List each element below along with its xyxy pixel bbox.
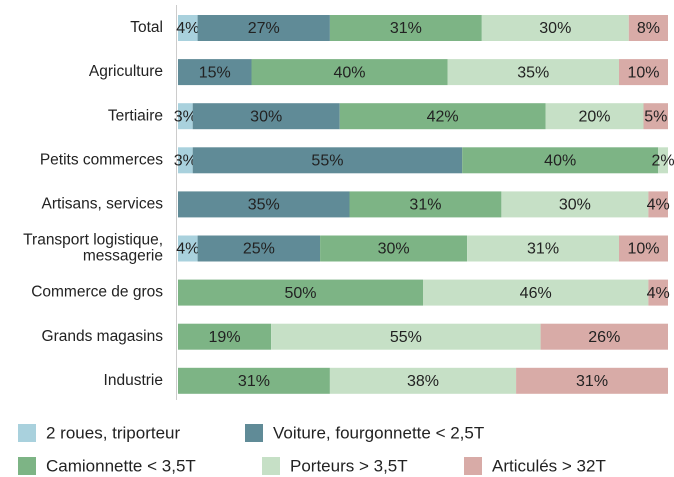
data-label: 4%: [176, 20, 199, 37]
data-label: 31%: [576, 373, 608, 390]
category-label: Agriculture: [89, 63, 163, 80]
data-label: 26%: [588, 329, 620, 346]
legend-swatch: [464, 457, 482, 475]
data-label: 3%: [174, 153, 197, 170]
bar-segment: [178, 103, 193, 130]
legend-swatch: [18, 457, 36, 475]
data-label: 10%: [627, 241, 659, 258]
data-label: 27%: [248, 20, 280, 37]
data-label: 31%: [409, 197, 441, 214]
legend-label: Voiture, fourgonnette < 2,5T: [273, 423, 484, 442]
data-label: 31%: [527, 241, 559, 258]
legend-label: Articulés > 32T: [492, 456, 606, 475]
data-label: 30%: [250, 108, 282, 125]
legend-swatch: [18, 424, 36, 442]
bar-segment: [178, 15, 198, 41]
data-label: 55%: [390, 329, 422, 346]
data-label: 46%: [520, 285, 552, 302]
data-label: 50%: [284, 285, 316, 302]
bar-segment: [178, 59, 252, 86]
category-label: Artisans, services: [42, 195, 164, 212]
data-label: 31%: [390, 20, 422, 37]
category-label: Commerce de gros: [31, 284, 163, 301]
bar-segment: [197, 15, 330, 41]
data-label: 40%: [544, 153, 576, 170]
category-label: Total: [130, 19, 163, 36]
bar-segment: [178, 235, 198, 262]
legend-swatch: [262, 457, 280, 475]
bar-segment: [545, 103, 644, 130]
bar-segment: [178, 147, 193, 174]
bar-segment: [339, 103, 546, 130]
data-label: 15%: [199, 64, 231, 81]
data-label: 8%: [637, 20, 660, 37]
bar-segment: [643, 103, 668, 130]
data-label: 19%: [209, 329, 241, 346]
data-label: 4%: [647, 197, 670, 214]
data-label: 5%: [644, 108, 667, 125]
bar-segment: [619, 59, 668, 86]
bar-segment: [501, 191, 649, 218]
bar-segment: [329, 15, 482, 41]
category-label: Petits commerces: [40, 151, 163, 168]
category-label: Grands magasins: [42, 328, 164, 345]
bar-segment: [349, 191, 502, 218]
data-label: 35%: [248, 197, 280, 214]
category-label: Tertiaire: [108, 107, 163, 124]
data-label: 25%: [243, 241, 275, 258]
bar-segment: [619, 235, 668, 262]
data-label: 35%: [517, 64, 549, 81]
data-label: 40%: [333, 64, 365, 81]
category-label: Transport logistique, messagerie: [23, 232, 163, 265]
data-label: 3%: [174, 108, 197, 125]
bar-segment: [467, 235, 619, 262]
bar-segment: [447, 59, 619, 86]
bar-segment: [178, 191, 350, 218]
bar-segment: [329, 367, 517, 394]
bar-segment: [658, 147, 668, 174]
bar-segment: [251, 59, 448, 86]
data-label: 2%: [652, 153, 674, 170]
data-label: 4%: [176, 241, 199, 258]
bar-segment: [320, 235, 468, 262]
bar-segment: [648, 191, 668, 218]
category-label: Industrie: [104, 372, 163, 389]
bar-segment: [540, 323, 668, 350]
bar-segment: [481, 15, 629, 41]
data-label: 30%: [539, 20, 571, 37]
bar-segment: [178, 323, 272, 350]
bar-segment: [628, 15, 668, 41]
legend-label: Camionnette < 3,5T: [46, 456, 196, 475]
data-label: 38%: [407, 373, 439, 390]
bar-segment: [178, 279, 423, 306]
bar-segment: [192, 147, 463, 174]
data-label: 55%: [311, 153, 343, 170]
bar-segment: [178, 367, 330, 394]
bar-segment: [271, 323, 541, 350]
legend-label: Porteurs > 3,5T: [290, 456, 408, 475]
legend-swatch: [245, 424, 263, 442]
data-label: 31%: [238, 373, 270, 390]
data-label: 30%: [378, 241, 410, 258]
bar-segment: [462, 147, 659, 174]
bar-segment: [423, 279, 649, 306]
bar-segment: [516, 367, 668, 394]
data-label: 30%: [559, 197, 591, 214]
legend-label: 2 roues, triporteur: [46, 423, 181, 442]
data-label: 10%: [627, 64, 659, 81]
data-label: 20%: [578, 108, 610, 125]
data-label: 4%: [647, 285, 670, 302]
data-label: 42%: [427, 108, 459, 125]
bar-segment: [192, 103, 340, 130]
bar-segment: [648, 279, 668, 306]
bar-segment: [197, 235, 321, 262]
